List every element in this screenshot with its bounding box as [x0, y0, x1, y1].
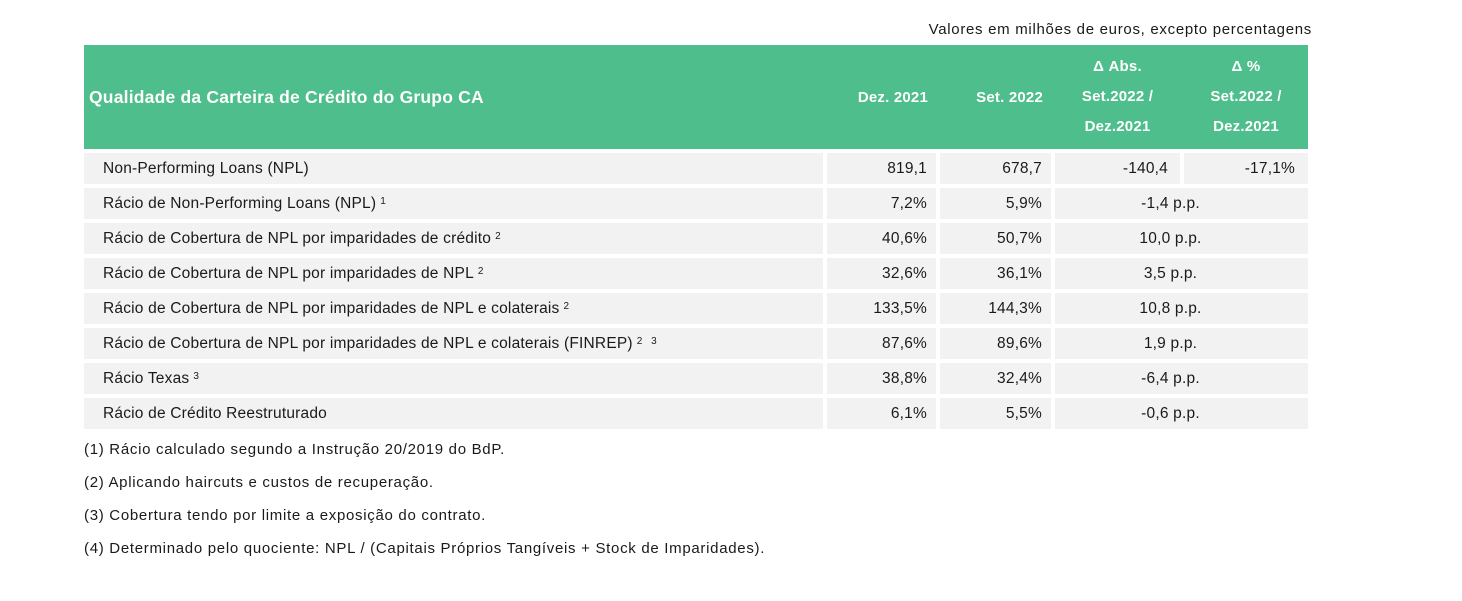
cell-set2022: 5,9% [940, 188, 1051, 219]
row-label-credito-reestruturado: Rácio de Crédito Reestruturado [84, 398, 823, 429]
cell-dez2021: 7,2% [827, 188, 936, 219]
footnote-4: (4) Determinado pelo quociente: NPL / (C… [84, 540, 766, 557]
row-label-npl: Non-Performing Loans (NPL) [84, 153, 823, 184]
delta-pct-line1: Δ % [1231, 58, 1261, 75]
delta-abs-line1: Δ Abs. [1093, 58, 1142, 75]
row-label-cobertura-finrep: Rácio de Cobertura de NPL por imparidade… [84, 328, 823, 359]
table-body: Non-Performing Loans (NPL) 819,1 678,7 -… [84, 153, 1308, 429]
column-header-delta-pct: Δ % Set.2022 / Dez.2021 [1184, 45, 1308, 149]
cell-dez2021: 32,6% [827, 258, 936, 289]
delta-abs-line3: Dez.2021 [1084, 118, 1151, 135]
table-title: Qualidade da Carteira de Crédito do Grup… [89, 86, 484, 107]
column-header-dez-2021: Dez. 2021 [857, 88, 928, 106]
cell-set2022: 32,4% [940, 363, 1051, 394]
row-label-text: Rácio Texas [103, 369, 190, 387]
credit-quality-table: Qualidade da Carteira de Crédito do Grup… [84, 45, 1308, 429]
row-label-text: Rácio de Cobertura de NPL por imparidade… [103, 264, 474, 282]
cell-dez2021: 87,6% [827, 328, 936, 359]
cell-dez2021: 6,1% [827, 398, 936, 429]
cell-set2022: 36,1% [940, 258, 1051, 289]
row-label-text: Rácio de Crédito Reestruturado [103, 404, 327, 422]
column-header-delta-abs: Δ Abs. Set.2022 / Dez.2021 [1055, 45, 1180, 149]
cell-delta-pp: -1,4 p.p. [1055, 188, 1308, 219]
cell-set2022: 678,7 [940, 153, 1051, 184]
footnote-3: (3) Cobertura tendo por limite a exposiç… [84, 507, 487, 524]
cell-delta-pp: -0,6 p.p. [1055, 398, 1308, 429]
row-label-cobertura-credito: Rácio de Cobertura de NPL por imparidade… [84, 223, 823, 254]
cell-delta-abs: -140,4 [1055, 153, 1180, 184]
row-label-text: Rácio de Cobertura de NPL por imparidade… [103, 229, 492, 247]
row-label-racio-npl: Rácio de Non-Performing Loans (NPL) 1 [84, 188, 823, 219]
row-label-racio-texas: Rácio Texas 3 [84, 363, 823, 394]
cell-delta-pp: 10,0 p.p. [1055, 223, 1308, 254]
row-label-cobertura-colaterais: Rácio de Cobertura de NPL por imparidade… [84, 293, 823, 324]
row-label-text: Non-Performing Loans (NPL) [103, 159, 309, 177]
delta-pct-line3: Dez.2021 [1213, 118, 1279, 135]
row-label-cobertura-npl: Rácio de Cobertura de NPL por imparidade… [84, 258, 823, 289]
footnotes: (1) Rácio calculado segundo a Instrução … [84, 441, 765, 573]
footnote-2: (2) Aplicando haircuts e custos de recup… [84, 474, 434, 491]
cell-delta-pp: -6,4 p.p. [1055, 363, 1308, 394]
row-label-text: Rácio de Cobertura de NPL por imparidade… [103, 299, 560, 317]
cell-delta-pp: 3,5 p.p. [1055, 258, 1308, 289]
cell-set2022: 5,5% [940, 398, 1051, 429]
cell-set2022: 50,7% [940, 223, 1051, 254]
units-note: Valores em milhões de euros, excepto per… [928, 21, 1312, 38]
table-header: Qualidade da Carteira de Crédito do Grup… [84, 45, 1308, 149]
column-header-set-2022: Set. 2022 [976, 88, 1043, 106]
row-label-text: Rácio de Cobertura de NPL por imparidade… [103, 334, 633, 352]
cell-delta-pp: 10,8 p.p. [1055, 293, 1308, 324]
row-label-text: Rácio de Non-Performing Loans (NPL) [103, 194, 377, 212]
cell-delta-pp: 1,9 p.p. [1055, 328, 1308, 359]
delta-abs-line2: Set.2022 / [1081, 88, 1154, 105]
cell-dez2021: 819,1 [827, 153, 936, 184]
cell-dez2021: 38,8% [827, 363, 936, 394]
cell-dez2021: 133,5% [827, 293, 936, 324]
delta-pct-line2: Set.2022 / [1210, 88, 1282, 105]
cell-set2022: 144,3% [940, 293, 1051, 324]
cell-dez2021: 40,6% [827, 223, 936, 254]
footnote-1: (1) Rácio calculado segundo a Instrução … [84, 441, 505, 458]
cell-delta-pct: -17,1% [1184, 153, 1308, 184]
cell-set2022: 89,6% [940, 328, 1051, 359]
